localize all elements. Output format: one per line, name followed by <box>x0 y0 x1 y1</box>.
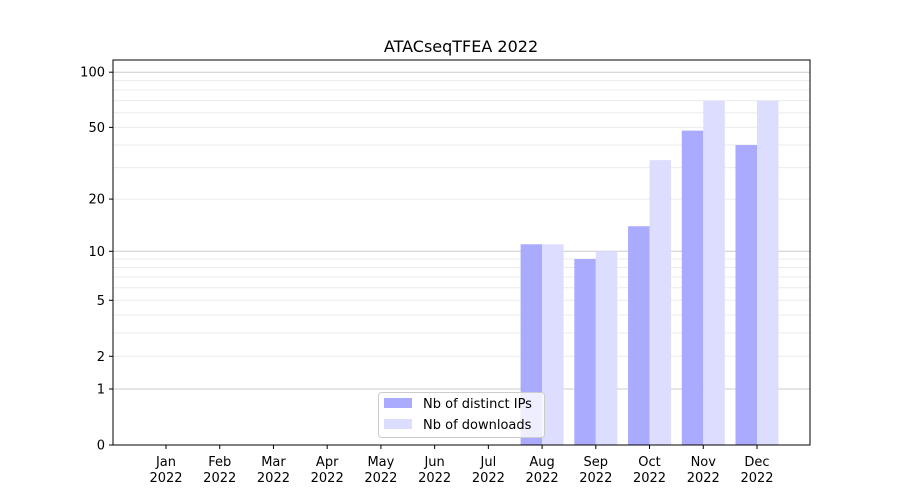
legend-label: Nb of distinct IPs <box>423 397 532 412</box>
x-tick-label: Dec 2022 <box>740 455 773 486</box>
y-tick-label: 10 <box>88 245 105 260</box>
y-tick-label: 20 <box>88 193 105 208</box>
y-tick-label: 5 <box>97 294 105 309</box>
x-tick-label: Jan 2022 <box>149 455 182 486</box>
bar-downloads <box>757 100 779 445</box>
y-tick-label: 50 <box>88 121 105 136</box>
x-tick-label: Aug 2022 <box>526 455 559 486</box>
x-tick-label: Apr 2022 <box>311 455 344 486</box>
bar-downloads <box>649 160 672 445</box>
legend-label: Nb of downloads <box>423 418 532 433</box>
x-tick-label: Jul 2022 <box>472 455 505 486</box>
y-tick-label: 2 <box>97 350 105 365</box>
bar-downloads <box>595 251 618 445</box>
bar-distinct-ips <box>735 145 757 445</box>
plot-frame <box>112 59 811 446</box>
x-tick-label: Nov 2022 <box>687 455 720 486</box>
bar-distinct-ips <box>628 226 650 445</box>
x-tick-label: Mar 2022 <box>257 455 290 486</box>
x-tick-label: Sep 2022 <box>579 455 612 486</box>
y-tick-label: 100 <box>80 66 105 81</box>
x-tick-label: May 2022 <box>364 455 397 486</box>
x-tick-label: Jun 2022 <box>418 455 451 486</box>
bar-downloads <box>703 100 725 445</box>
bar-distinct-ips <box>574 259 596 445</box>
legend-swatch <box>384 419 412 429</box>
bar-downloads <box>542 244 564 445</box>
legend: Nb of distinct IPs Nb of downloads <box>378 392 545 438</box>
chart-title: ATACseqTFEA 2022 <box>384 37 538 56</box>
legend-box <box>378 392 545 438</box>
y-tick-label: 1 <box>97 383 105 398</box>
x-tick-label: Feb 2022 <box>203 455 236 486</box>
y-tick-label: 0 <box>97 439 105 454</box>
legend-swatch <box>384 398 412 408</box>
x-tick-label: Oct 2022 <box>633 455 666 486</box>
bar-distinct-ips <box>681 130 704 445</box>
